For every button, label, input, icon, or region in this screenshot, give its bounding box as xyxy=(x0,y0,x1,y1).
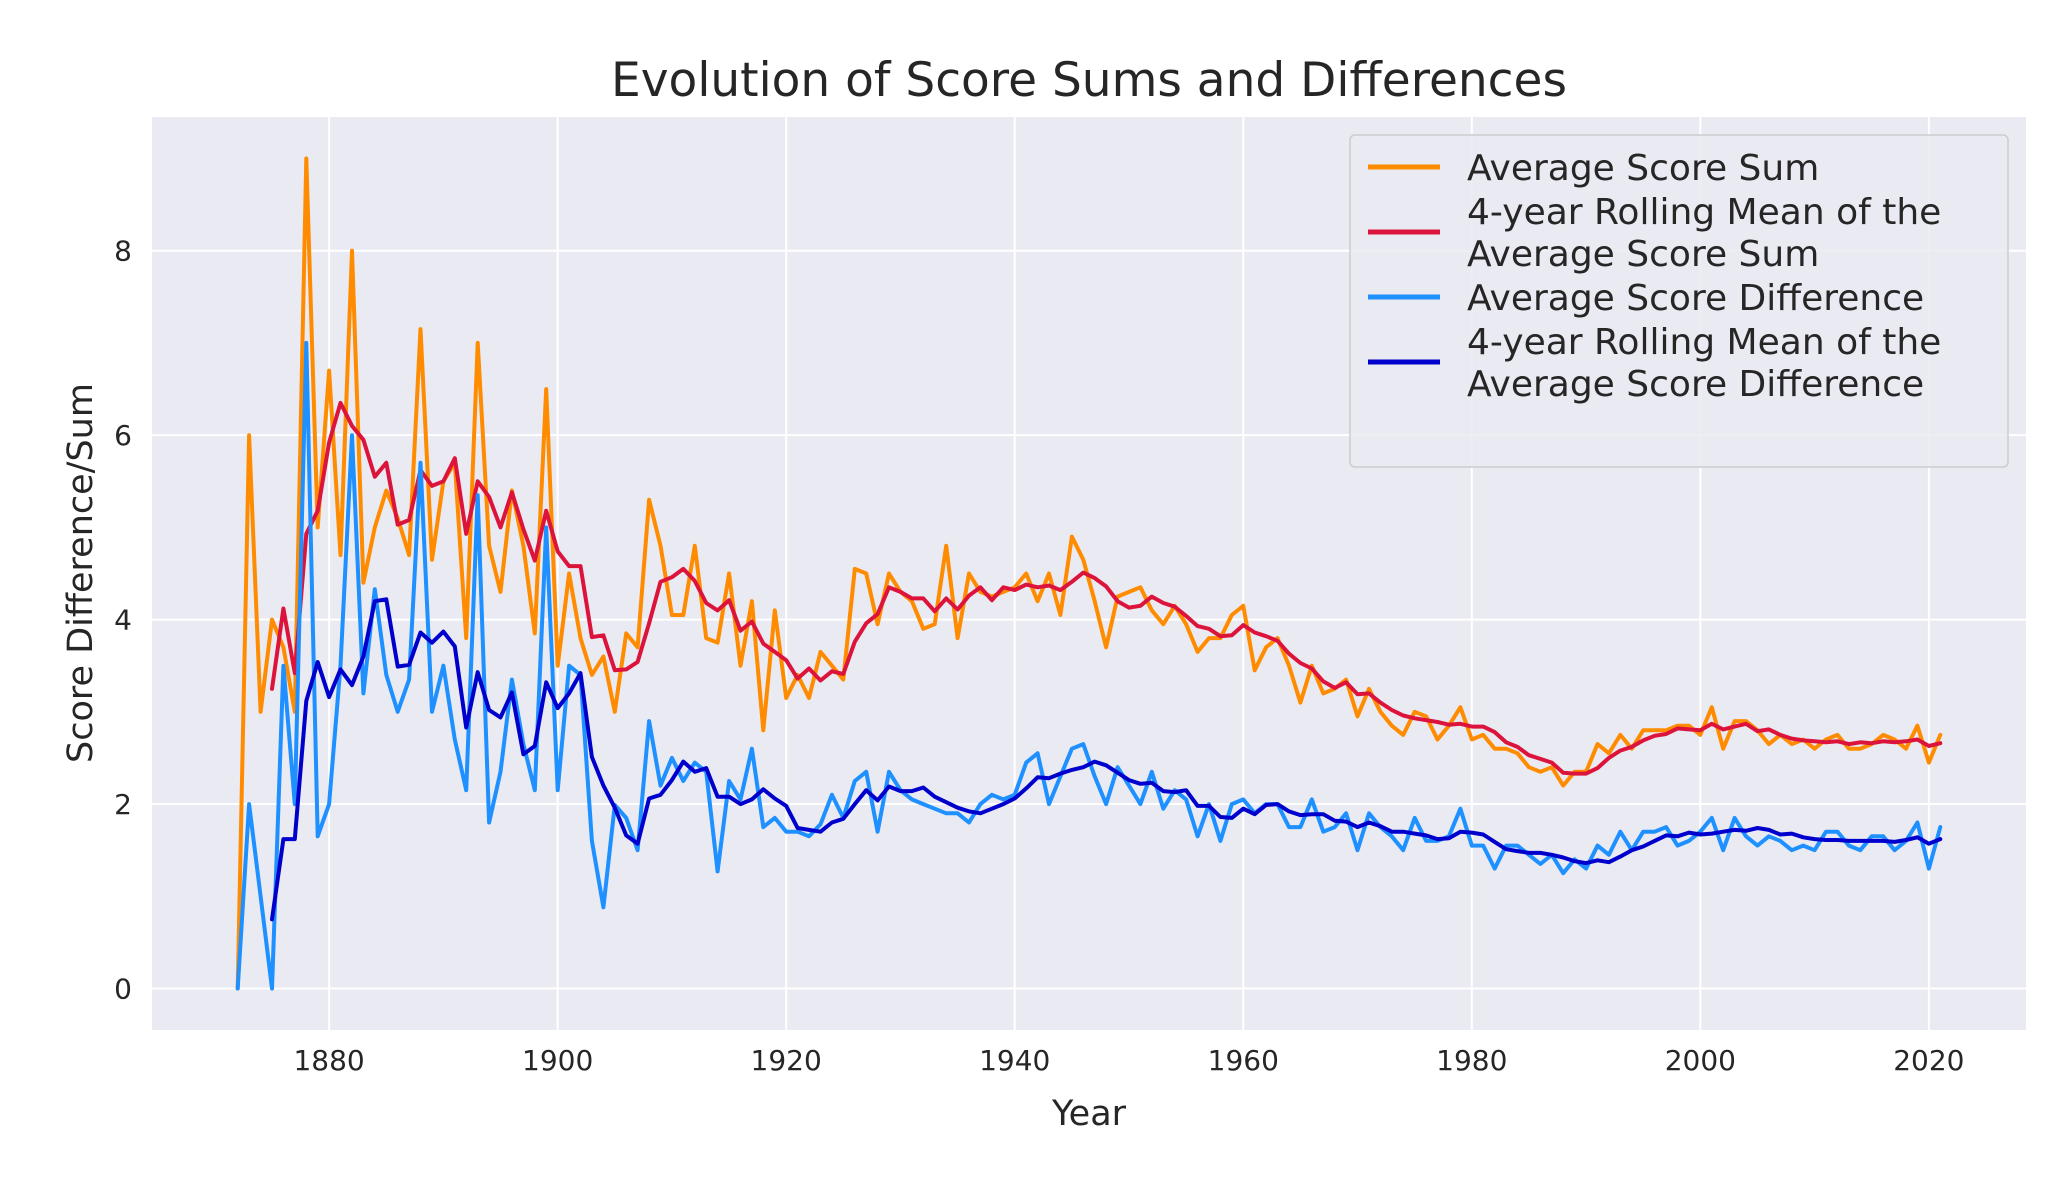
x-tick-label: 1960 xyxy=(1208,1044,1279,1077)
x-tick-label: 2020 xyxy=(1893,1044,1964,1077)
y-tick-label: 8 xyxy=(114,235,132,268)
x-tick-label: 1900 xyxy=(522,1044,593,1077)
series-line-rolling-mean-sum xyxy=(270,400,1943,776)
x-tick-label: 1940 xyxy=(979,1044,1050,1077)
y-tick-label: 0 xyxy=(114,973,132,1006)
x-tick-label: 1920 xyxy=(751,1044,822,1077)
x-tick-label: 1880 xyxy=(293,1044,364,1077)
x-axis-label: Year xyxy=(1051,1094,1127,1134)
y-axis-label: Score Difference/Sum xyxy=(61,383,101,763)
legend-label: Average Score Sum xyxy=(1467,148,1819,189)
legend-label: Average Score Sum xyxy=(1467,234,1819,275)
legend-label: 4-year Rolling Mean of the xyxy=(1467,192,1941,233)
x-tick-labels: 1880 1900 1920 1940 1960 1980 2000 2020 xyxy=(293,1044,1964,1077)
legend-label: Average Score Difference xyxy=(1467,278,1924,319)
y-tick-labels: 0 2 4 6 8 xyxy=(114,235,132,1006)
series-line-average-score-sum xyxy=(235,156,1943,991)
legend-label: Average Score Difference xyxy=(1467,364,1924,405)
y-tick-label: 2 xyxy=(114,788,132,821)
legend-box xyxy=(1349,134,2009,468)
y-tick-label: 6 xyxy=(114,419,132,452)
x-tick-label: 1980 xyxy=(1436,1044,1507,1077)
x-tick-label: 2000 xyxy=(1665,1044,1736,1077)
chart-title: Evolution of Score Sums and Differences xyxy=(611,53,1567,108)
y-tick-label: 4 xyxy=(114,604,132,637)
legend-label: 4-year Rolling Mean of the xyxy=(1467,322,1941,363)
series-lines xyxy=(235,156,1943,991)
series-line-rolling-mean-difference xyxy=(270,597,1943,922)
